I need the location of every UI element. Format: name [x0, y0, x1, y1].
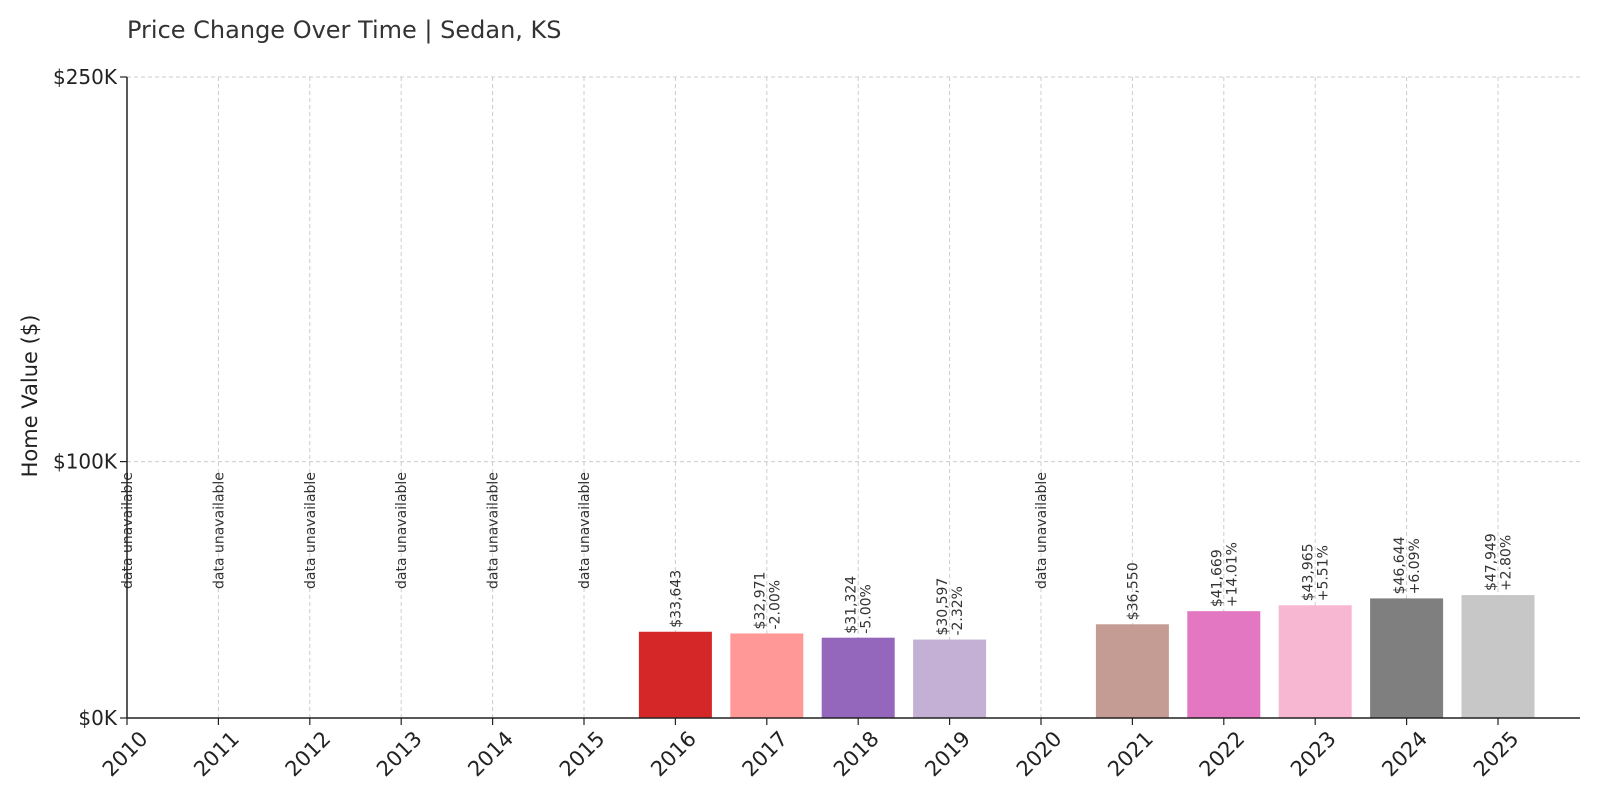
bar-change-label: +2.80% — [1499, 535, 1515, 591]
data-unavailable-label: data unavailable — [1034, 472, 1050, 589]
bar-value-label: $36,550 — [1125, 562, 1141, 620]
x-tick-label: 2016 — [646, 727, 701, 782]
bar-2021 — [1095, 624, 1169, 718]
bar-2018 — [821, 637, 895, 718]
bar-value-label: $41,669 — [1209, 549, 1225, 607]
bar-2016 — [638, 631, 712, 718]
y-tick-label: $100K — [53, 450, 118, 474]
x-tick-label: 2019 — [920, 727, 975, 782]
chart-title: Price Change Over Time | Sedan, KS — [127, 16, 562, 44]
bar-value-label: $47,949 — [1484, 533, 1500, 591]
x-tick-label: 2023 — [1286, 727, 1341, 782]
bar-value-label: $31,324 — [844, 576, 860, 634]
data-unavailable-label: data unavailable — [394, 472, 410, 589]
x-tick-label: 2021 — [1103, 727, 1158, 782]
x-tick-label: 2025 — [1469, 727, 1524, 782]
data-unavailable-label: data unavailable — [211, 472, 227, 589]
data-unavailable-label: data unavailable — [120, 472, 136, 589]
x-tick-label: 2015 — [555, 727, 610, 782]
x-tick-label: 2012 — [281, 727, 336, 782]
bar-change-label: +5.51% — [1316, 545, 1332, 601]
data-unavailable-label: data unavailable — [303, 472, 319, 589]
y-tick-label: $250K — [53, 65, 118, 89]
bar-2022 — [1187, 611, 1261, 718]
bar-2023 — [1278, 605, 1352, 718]
data-unavailable-label: data unavailable — [577, 472, 593, 589]
y-tick-label: $0K — [78, 706, 117, 730]
bar-value-label: $43,965 — [1301, 543, 1317, 601]
data-unavailable-label: data unavailable — [486, 472, 502, 589]
x-tick-label: 2020 — [1012, 727, 1067, 782]
bar-value-label: $33,643 — [668, 570, 684, 628]
bar-change-label: -2.32% — [950, 586, 966, 636]
x-tick-label: 2010 — [98, 727, 153, 782]
x-tick-label: 2011 — [189, 727, 244, 782]
x-tick-label: 2018 — [829, 727, 884, 782]
x-tick-label: 2022 — [1195, 727, 1250, 782]
x-tick-label: 2013 — [372, 727, 427, 782]
bar-change-label: -2.00% — [767, 580, 783, 630]
x-tick-label: 2024 — [1377, 727, 1432, 782]
bar-change-label: +14.01% — [1224, 542, 1240, 607]
bar-change-label: -5.00% — [859, 584, 875, 634]
bar-2024 — [1370, 598, 1444, 718]
bar-value-label: $30,597 — [935, 578, 951, 636]
bar-value-label: $46,644 — [1392, 536, 1408, 594]
bar-2025 — [1461, 595, 1535, 718]
bar-change-label: +6.09% — [1407, 538, 1423, 594]
bar-2019 — [913, 639, 987, 718]
x-tick-label: 2014 — [463, 727, 518, 782]
bar-value-label: $32,971 — [752, 572, 768, 630]
bar-2017 — [730, 633, 804, 718]
x-tick-label: 2017 — [738, 727, 793, 782]
